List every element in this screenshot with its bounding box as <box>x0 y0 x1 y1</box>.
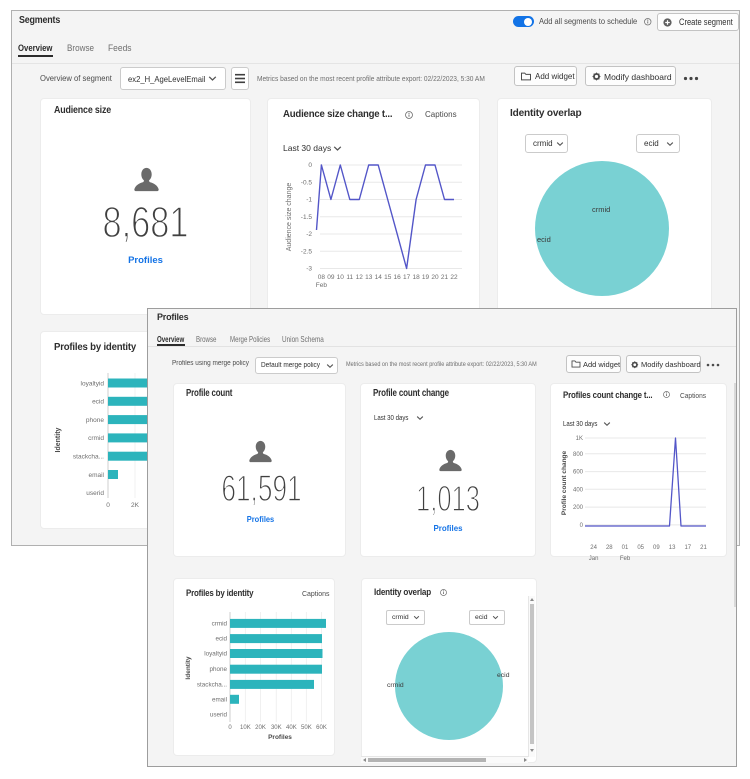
svg-text:-0.5: -0.5 <box>301 179 313 186</box>
svg-text:50K: 50K <box>301 725 312 731</box>
svg-text:userid: userid <box>210 712 228 719</box>
svg-text:08: 08 <box>318 274 326 281</box>
svg-text:-3: -3 <box>306 266 312 273</box>
svg-text:40K: 40K <box>286 725 297 731</box>
svg-text:600: 600 <box>573 470 584 476</box>
svg-text:Feb: Feb <box>620 556 631 562</box>
svg-text:17: 17 <box>403 274 411 281</box>
svg-text:17: 17 <box>684 545 691 551</box>
svg-text:10: 10 <box>337 274 345 281</box>
svg-text:-2: -2 <box>306 231 312 238</box>
svg-text:-2.5: -2.5 <box>301 248 313 255</box>
svg-text:01: 01 <box>622 545 629 551</box>
svg-text:userid: userid <box>86 490 104 497</box>
svg-text:21: 21 <box>700 545 707 551</box>
svg-text:19: 19 <box>422 274 430 281</box>
svg-text:11: 11 <box>346 274 353 281</box>
svg-text:phone: phone <box>209 666 227 673</box>
svg-text:21: 21 <box>441 274 449 281</box>
svg-text:30K: 30K <box>271 725 282 731</box>
svg-text:05: 05 <box>637 545 644 551</box>
svg-text:crmid: crmid <box>212 620 228 627</box>
svg-text:13: 13 <box>365 274 373 281</box>
svg-text:60K: 60K <box>316 725 327 731</box>
svg-text:13: 13 <box>669 545 676 551</box>
svg-text:200: 200 <box>573 505 584 511</box>
svg-text:16: 16 <box>393 274 401 281</box>
svg-text:0: 0 <box>228 725 232 731</box>
svg-text:20K: 20K <box>255 725 266 731</box>
svg-text:28: 28 <box>606 545 613 551</box>
svg-text:10K: 10K <box>240 725 251 731</box>
svg-text:09: 09 <box>327 274 335 281</box>
svg-text:18: 18 <box>412 274 420 281</box>
svg-text:Feb: Feb <box>316 282 328 289</box>
svg-text:0: 0 <box>308 162 312 169</box>
svg-text:15: 15 <box>384 274 392 281</box>
svg-text:Identity: Identity <box>185 656 192 679</box>
svg-text:Profiles: Profiles <box>268 734 292 741</box>
svg-text:loyaltyid: loyaltyid <box>204 651 227 658</box>
svg-text:1K: 1K <box>576 436 583 442</box>
svg-text:ecid: ecid <box>92 399 104 406</box>
svg-text:Identity: Identity <box>55 427 62 452</box>
svg-text:14: 14 <box>375 274 383 281</box>
svg-text:ecid: ecid <box>215 636 227 643</box>
svg-text:0: 0 <box>580 523 584 529</box>
svg-text:stackcha...: stackcha... <box>197 681 227 688</box>
svg-text:email: email <box>212 696 227 703</box>
svg-text:2K: 2K <box>131 502 140 509</box>
svg-text:-1.5: -1.5 <box>301 214 313 221</box>
svg-text:crmid: crmid <box>88 435 104 442</box>
svg-text:phone: phone <box>86 417 104 424</box>
svg-text:09: 09 <box>653 545 660 551</box>
svg-text:24: 24 <box>590 545 597 551</box>
svg-text:400: 400 <box>573 487 584 493</box>
svg-text:email: email <box>88 472 104 479</box>
svg-text:loyaltyid: loyaltyid <box>81 380 105 387</box>
svg-text:Jan: Jan <box>589 556 599 562</box>
svg-text:-1: -1 <box>306 197 312 204</box>
svg-text:Profile count change: Profile count change <box>561 450 568 515</box>
svg-text:800: 800 <box>573 452 584 458</box>
svg-text:0: 0 <box>106 502 110 509</box>
svg-text:stackcha...: stackcha... <box>73 454 104 461</box>
svg-text:12: 12 <box>356 274 364 281</box>
svg-text:22: 22 <box>450 274 458 281</box>
svg-text:Audience size change: Audience size change <box>286 183 293 252</box>
svg-text:20: 20 <box>431 274 439 281</box>
